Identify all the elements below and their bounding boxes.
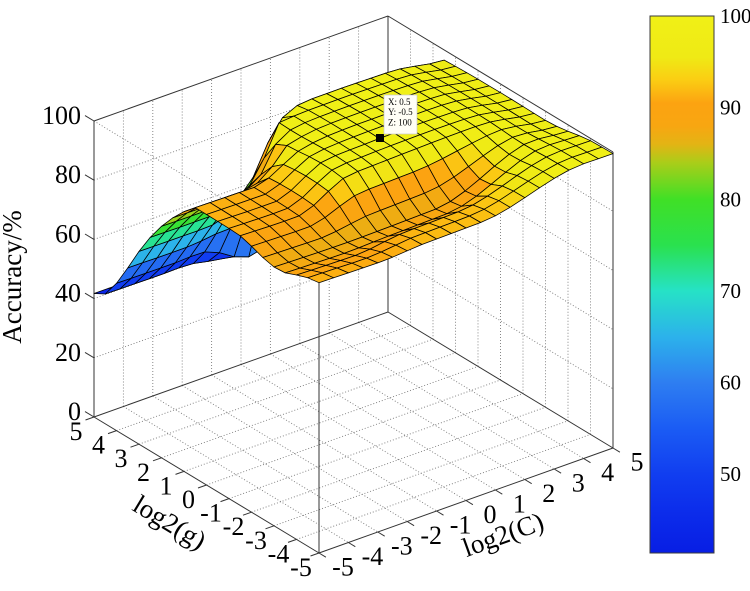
svg-text:-3: -3 — [245, 526, 267, 555]
svg-text:20: 20 — [55, 338, 81, 367]
svg-text:5: 5 — [70, 417, 83, 446]
svg-text:Accuracy/%: Accuracy/% — [0, 210, 27, 343]
svg-text:50: 50 — [720, 462, 741, 486]
svg-text:0: 0 — [68, 397, 81, 426]
svg-text:-2: -2 — [223, 512, 245, 541]
svg-text:80: 80 — [55, 160, 81, 189]
svg-text:40: 40 — [55, 279, 81, 308]
svg-text:60: 60 — [55, 219, 81, 248]
svg-text:2: 2 — [542, 479, 555, 508]
svg-text:90: 90 — [720, 96, 741, 120]
svg-text:-1: -1 — [200, 499, 222, 528]
svg-text:-4: -4 — [362, 542, 384, 571]
svg-text:70: 70 — [720, 279, 741, 303]
svg-text:3: 3 — [572, 469, 585, 498]
svg-text:80: 80 — [720, 187, 741, 211]
svg-text:-5: -5 — [290, 553, 312, 582]
svg-text:-2: -2 — [420, 521, 442, 550]
svg-text:-1: -1 — [450, 511, 472, 540]
svg-text:Y: -0.5: Y: -0.5 — [388, 107, 413, 117]
svg-text:5: 5 — [631, 448, 644, 477]
svg-text:0: 0 — [484, 500, 497, 529]
svg-text:2: 2 — [137, 458, 150, 487]
svg-text:1: 1 — [513, 490, 526, 519]
svg-text:3: 3 — [115, 444, 128, 473]
svg-text:Z: 100: Z: 100 — [388, 117, 412, 127]
svg-text:4: 4 — [92, 431, 105, 460]
svg-text:-3: -3 — [391, 532, 413, 561]
svg-text:100: 100 — [720, 4, 750, 28]
svg-text:1: 1 — [160, 471, 173, 500]
svg-text:0: 0 — [182, 485, 195, 514]
svg-text:4: 4 — [601, 458, 614, 487]
svg-text:X: 0.5: X: 0.5 — [388, 97, 411, 107]
svg-text:100: 100 — [42, 101, 81, 130]
svg-text:-5: -5 — [332, 553, 354, 582]
svg-text:-4: -4 — [268, 539, 290, 568]
svg-text:60: 60 — [720, 371, 741, 395]
